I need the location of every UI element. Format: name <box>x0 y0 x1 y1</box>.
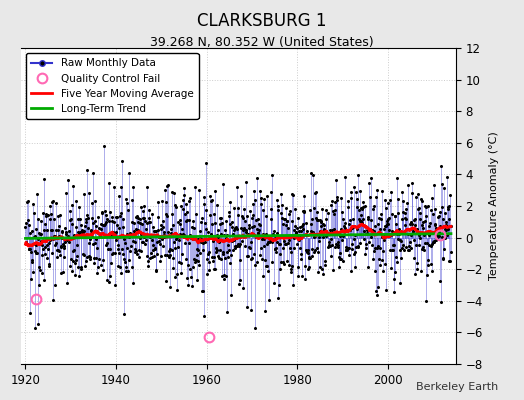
Y-axis label: Temperature Anomaly (°C): Temperature Anomaly (°C) <box>488 132 498 280</box>
Text: Berkeley Earth: Berkeley Earth <box>416 382 498 392</box>
Text: 39.268 N, 80.352 W (United States): 39.268 N, 80.352 W (United States) <box>150 36 374 49</box>
Text: CLARKSBURG 1: CLARKSBURG 1 <box>197 12 327 30</box>
Legend: Raw Monthly Data, Quality Control Fail, Five Year Moving Average, Long-Term Tren: Raw Monthly Data, Quality Control Fail, … <box>26 53 199 119</box>
